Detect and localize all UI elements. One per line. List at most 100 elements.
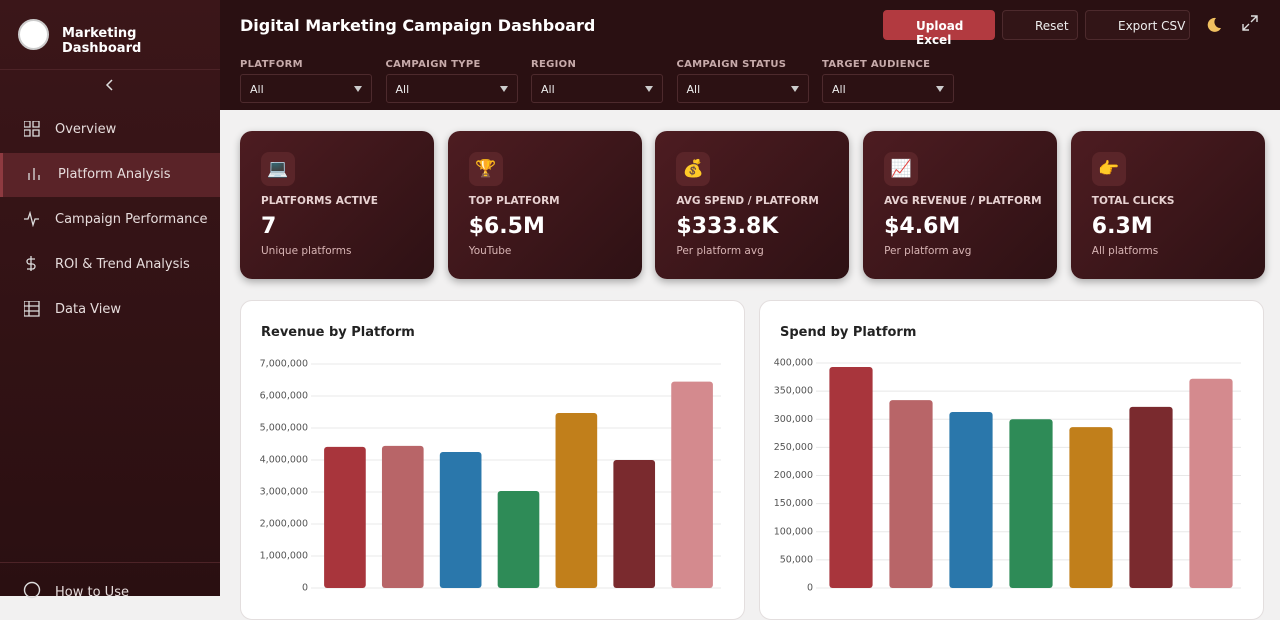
chart: 0 1,000,000 2,000,000 3,000,000 4,000,000 5,0… bbox=[260, 359, 721, 594]
icon-shape bbox=[24, 121, 40, 137]
divider bbox=[0, 69, 220, 70]
bar bbox=[497, 491, 540, 588]
kpi-card: 👉 TOTAL CLICKS 6.3M All platforms bbox=[1070, 131, 1265, 279]
y-tick-label: 1,000,000 bbox=[260, 551, 308, 562]
nav-item[interactable]: Data View bbox=[0, 288, 220, 332]
kpi-label: TOTAL CLICKS bbox=[1091, 195, 1175, 207]
bar bbox=[1129, 406, 1173, 588]
filter-select[interactable]: All bbox=[531, 74, 663, 103]
kpi-icon: 👉 bbox=[1091, 152, 1126, 186]
y-tick-label: 3,000,000 bbox=[260, 487, 308, 498]
y-tick-label: 7,000,000 bbox=[260, 359, 308, 370]
y-tick-label: 100,000 bbox=[774, 526, 813, 537]
kpi-label: PLATFORMS ACTIVE bbox=[261, 195, 378, 207]
bar bbox=[889, 400, 933, 588]
kpi-value: $6.5M bbox=[468, 214, 545, 239]
filter-label: CAMPAIGN STATUS bbox=[676, 59, 787, 70]
y-tick-label: 50,000 bbox=[780, 554, 813, 565]
bar bbox=[381, 445, 424, 588]
help-link[interactable]: How to Use bbox=[55, 585, 129, 600]
kpi-subtext: All platforms bbox=[1091, 245, 1159, 257]
kpi-value: $4.6M bbox=[884, 214, 961, 239]
kpi-icon: 🏆 bbox=[468, 152, 503, 186]
icon-shape bbox=[24, 211, 39, 227]
kpi-label: TOP PLATFORM bbox=[468, 195, 560, 207]
icon-shape bbox=[28, 168, 40, 180]
sidebar: Marketing Dashboard Overview Platform Ana… bbox=[0, 0, 220, 600]
filter-select[interactable]: All bbox=[822, 74, 954, 103]
kpi-value: 6.3M bbox=[1091, 214, 1153, 239]
kpi-subtext: YouTube bbox=[468, 245, 512, 257]
y-tick-label: 150,000 bbox=[774, 498, 813, 509]
bar bbox=[555, 412, 598, 588]
nav-icon bbox=[28, 168, 40, 180]
bar bbox=[1189, 378, 1233, 588]
bar bbox=[949, 411, 993, 588]
chart: 0 50,000 100,000 150,000 200,000 250,000 300,0… bbox=[774, 358, 1241, 594]
filter-select[interactable]: All bbox=[676, 74, 809, 103]
y-tick-label: 2,000,000 bbox=[260, 519, 308, 530]
y-tick-label: 5,000,000 bbox=[260, 423, 308, 434]
kpi-subtext: Per platform avg bbox=[676, 245, 764, 257]
icon-shape bbox=[26, 256, 36, 271]
y-tick-label: 350,000 bbox=[774, 386, 813, 397]
kpi-icon: 📈 bbox=[884, 152, 919, 186]
bar bbox=[439, 452, 482, 588]
nav-item[interactable]: Campaign Performance bbox=[0, 198, 220, 242]
upload-button[interactable]: Upload Excel bbox=[883, 10, 995, 47]
kpi-card: 📈 AVG REVENUE / PLATFORM $4.6M Per platform… bbox=[863, 131, 1058, 279]
filter-label: REGION bbox=[531, 59, 577, 70]
kpi-value: 7 bbox=[261, 214, 277, 239]
nav-item[interactable]: Platform Analysis bbox=[0, 153, 220, 197]
nav-icon bbox=[24, 301, 40, 317]
nav-icon bbox=[24, 121, 40, 137]
nav-item[interactable]: Overview bbox=[0, 108, 220, 152]
filter-select[interactable]: All bbox=[385, 74, 518, 103]
logo bbox=[18, 19, 49, 50]
nav-icon bbox=[24, 211, 39, 227]
fullscreen-toggle[interactable] bbox=[1242, 15, 1258, 31]
kpi-card: 🏆 TOP PLATFORM $6.5M YouTube bbox=[447, 131, 642, 279]
nav-icon bbox=[26, 256, 36, 271]
bar bbox=[1009, 419, 1053, 588]
chart-card: Spend by Platform 0 50,000 100,000 150,000 2… bbox=[759, 300, 1264, 620]
kpi-icon: 💰 bbox=[676, 152, 711, 186]
header: Digital Marketing Campaign Dashboard Upl… bbox=[220, 0, 1280, 110]
kpi-subtext: Unique platforms bbox=[261, 245, 352, 257]
kpi-icon: 💻 bbox=[261, 152, 295, 186]
kpi-subtext: Per platform avg bbox=[884, 245, 972, 257]
icon-shape bbox=[24, 301, 40, 317]
y-tick-label: 6,000,000 bbox=[260, 391, 308, 402]
collapse-button[interactable] bbox=[104, 79, 116, 91]
kpi-label: AVG SPEND / PLATFORM bbox=[676, 195, 819, 207]
bar bbox=[1069, 427, 1113, 588]
kpi-card: 💻 PLATFORMS ACTIVE 7 Unique platforms bbox=[240, 131, 434, 279]
brand: Marketing Dashboard bbox=[62, 26, 142, 56]
kpi-card: 💰 AVG SPEND / PLATFORM $333.8K Per platform… bbox=[655, 131, 850, 279]
chart-card: Revenue by Platform 0 1,000,000 2,000,000 3… bbox=[240, 300, 745, 620]
bar bbox=[324, 446, 366, 588]
header-title: Digital Marketing Campaign Dashboard bbox=[240, 16, 596, 35]
filter-label: CAMPAIGN TYPE bbox=[385, 59, 481, 70]
filter-label: TARGET AUDIENCE bbox=[822, 59, 931, 70]
theme-toggle[interactable] bbox=[1205, 16, 1223, 34]
y-tick-label: 200,000 bbox=[774, 470, 813, 481]
filter-label: PLATFORM bbox=[240, 59, 303, 70]
kpi-label: AVG REVENUE / PLATFORM bbox=[884, 195, 1042, 207]
bar bbox=[829, 366, 873, 588]
y-tick-label: 0 bbox=[302, 583, 308, 594]
bar bbox=[671, 381, 713, 588]
reset-button[interactable]: Reset bbox=[1002, 10, 1078, 40]
export-button[interactable]: Export CSV bbox=[1085, 10, 1190, 40]
y-tick-label: 4,000,000 bbox=[260, 455, 308, 466]
y-tick-label: 0 bbox=[807, 583, 813, 594]
chart-title: Spend by Platform bbox=[780, 325, 917, 340]
filter-select[interactable]: All bbox=[240, 74, 372, 103]
y-tick-label: 400,000 bbox=[774, 358, 813, 369]
nav-item[interactable]: ROI & Trend Analysis bbox=[0, 243, 220, 287]
y-tick-label: 300,000 bbox=[774, 414, 813, 425]
kpi-value: $333.8K bbox=[676, 214, 779, 239]
divider bbox=[0, 562, 220, 563]
bar bbox=[613, 460, 656, 588]
